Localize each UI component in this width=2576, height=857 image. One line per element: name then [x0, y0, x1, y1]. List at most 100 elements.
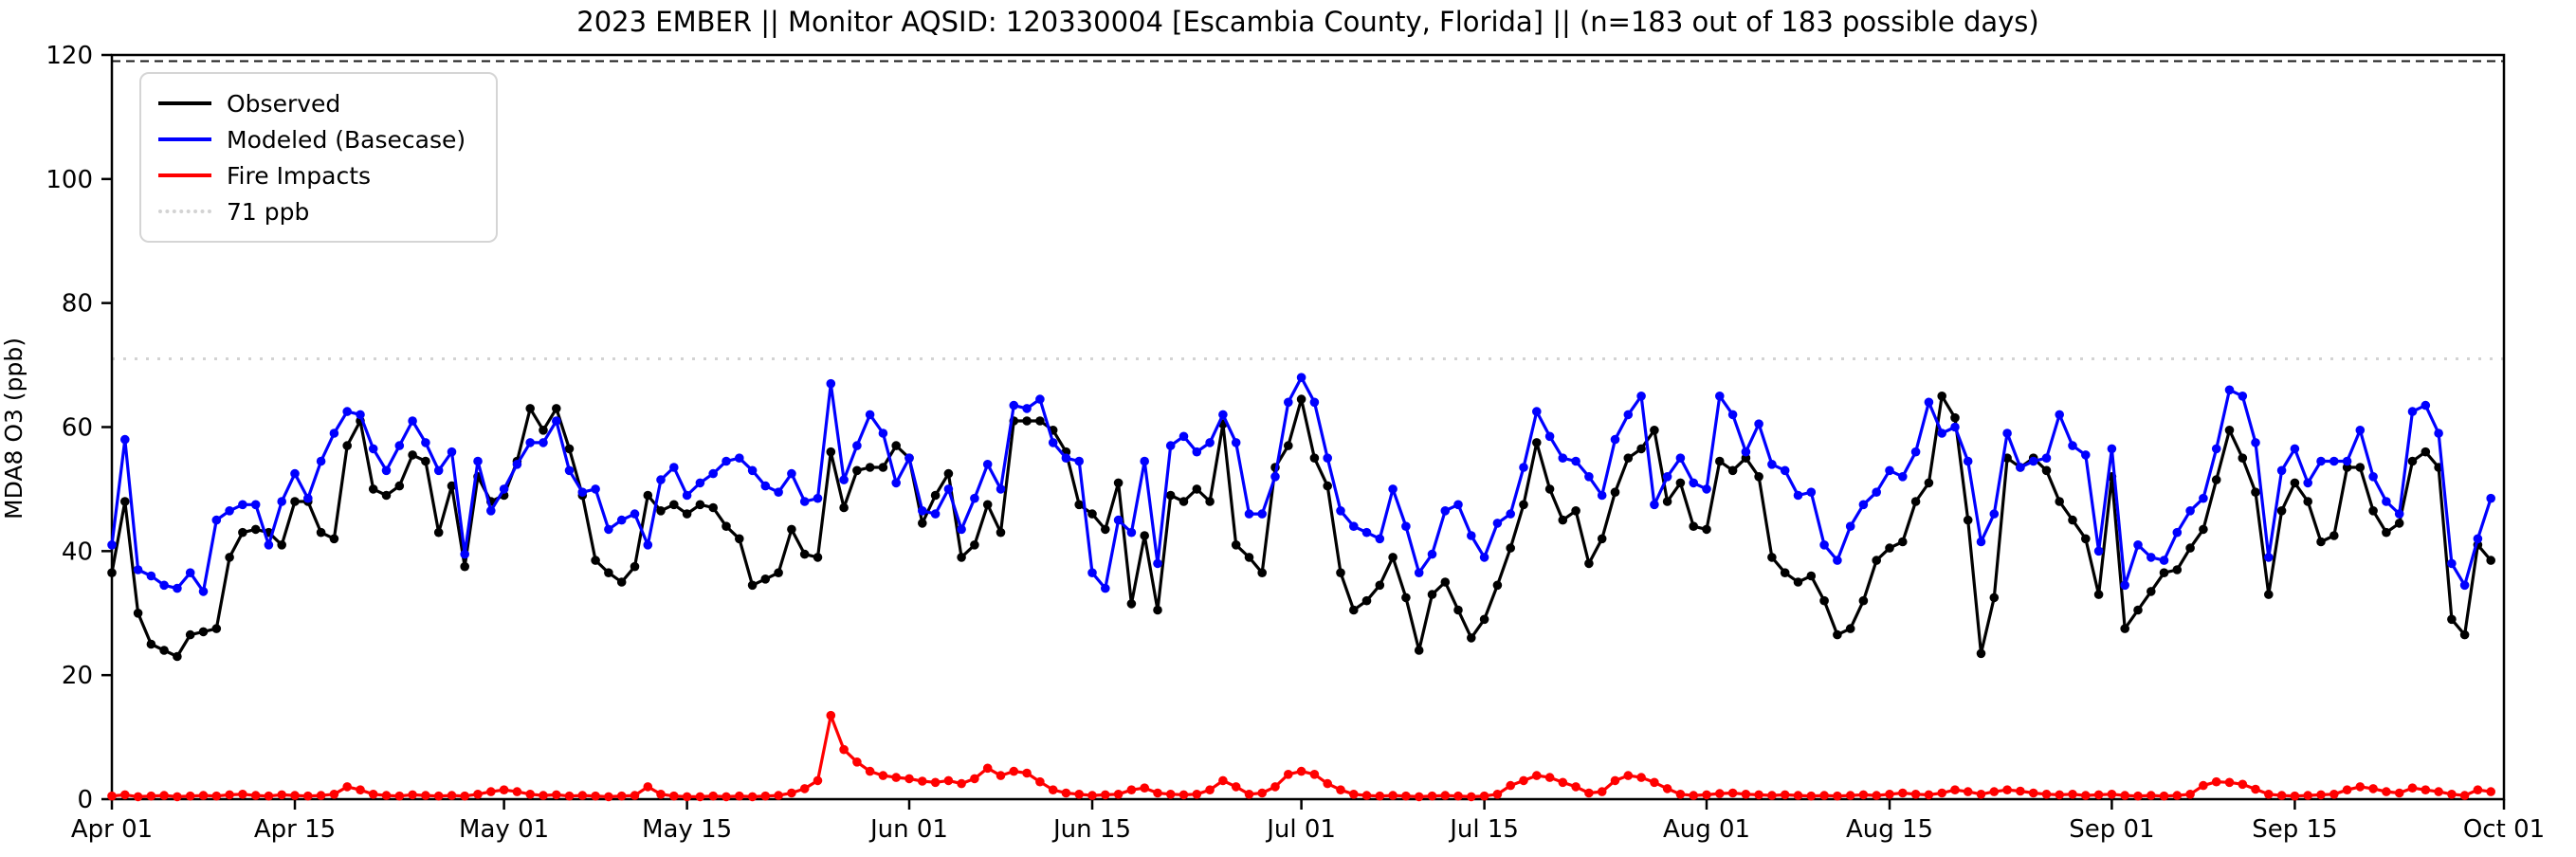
legend-item-0: Observed — [158, 85, 479, 121]
series-marker-modeled-basecase — [1910, 447, 1921, 457]
series-marker-observed — [342, 441, 353, 450]
series-marker-fire-impacts — [1087, 791, 1097, 800]
series-marker-observed — [1231, 540, 1241, 550]
series-marker-modeled-basecase — [1165, 441, 1176, 450]
series-marker-observed — [1858, 595, 1869, 606]
series-marker-modeled-basecase — [316, 456, 326, 466]
series-marker-observed — [316, 527, 326, 538]
x-tick-label: Sep 15 — [2252, 815, 2337, 844]
series-marker-modeled-basecase — [2002, 428, 2012, 438]
series-marker-fire-impacts — [1898, 788, 1908, 798]
y-tick-label: 0 — [77, 786, 93, 814]
x-tick-label: Jul 01 — [1265, 815, 1336, 844]
series-marker-fire-impacts — [616, 791, 627, 801]
series-marker-observed — [185, 629, 195, 640]
series-marker-fire-impacts — [1885, 790, 1894, 799]
series-marker-observed — [2185, 543, 2195, 553]
series-marker-modeled-basecase — [173, 583, 182, 593]
series-marker-fire-impacts — [1636, 773, 1646, 782]
series-marker-fire-impacts — [1035, 776, 1045, 787]
series-marker-modeled-basecase — [1924, 397, 1934, 408]
series-marker-modeled-basecase — [852, 441, 862, 450]
series-marker-fire-impacts — [1858, 790, 1869, 800]
series-marker-fire-impacts — [591, 791, 600, 801]
series-marker-fire-impacts — [604, 792, 613, 802]
series-marker-fire-impacts — [486, 787, 496, 796]
series-marker-observed — [238, 527, 247, 538]
series-marker-observed — [2407, 456, 2418, 466]
series-marker-modeled-basecase — [1754, 419, 1763, 429]
series-marker-observed — [552, 404, 561, 413]
series-marker-modeled-basecase — [2041, 453, 2052, 464]
series-marker-observed — [198, 627, 209, 637]
series-marker-modeled-basecase — [1989, 509, 2000, 519]
series-marker-observed — [133, 609, 143, 618]
series-marker-observed — [120, 497, 130, 506]
legend: Observed Modeled (Basecase) Fire Impacts 71… — [139, 72, 498, 243]
series-marker-observed — [1989, 593, 2000, 603]
series-marker-modeled-basecase — [1336, 506, 1345, 516]
series-marker-fire-impacts — [211, 791, 222, 801]
series-marker-modeled-basecase — [577, 487, 588, 497]
series-marker-modeled-basecase — [120, 434, 130, 445]
series-marker-modeled-basecase — [1793, 490, 1803, 501]
legend-swatch-icon — [158, 210, 211, 213]
series-marker-fire-impacts — [1519, 775, 1528, 786]
series-marker-modeled-basecase — [1270, 472, 1280, 482]
series-marker-modeled-basecase — [1571, 456, 1580, 466]
series-marker-fire-impacts — [2159, 791, 2169, 801]
series-marker-observed — [1388, 553, 1398, 562]
series-marker-modeled-basecase — [1244, 509, 1254, 519]
series-marker-modeled-basecase — [722, 456, 731, 466]
series-marker-modeled-basecase — [2368, 472, 2378, 482]
series-marker-fire-impacts — [120, 790, 130, 800]
series-marker-observed — [564, 444, 575, 454]
series-marker-fire-impacts — [891, 773, 901, 782]
series-marker-observed — [1506, 543, 1515, 553]
series-marker-modeled-basecase — [982, 460, 993, 469]
series-marker-modeled-basecase — [1584, 472, 1594, 482]
series-marker-modeled-basecase — [512, 460, 522, 469]
series-marker-observed — [2041, 465, 2052, 476]
series-marker-observed — [1309, 453, 1320, 464]
series-marker-observed — [1819, 595, 1829, 606]
series-marker-fire-impacts — [1440, 791, 1451, 800]
series-marker-modeled-basecase — [1178, 431, 1189, 442]
series-marker-fire-impacts — [2081, 791, 2091, 800]
series-marker-modeled-basecase — [1727, 410, 1738, 420]
series-marker-fire-impacts — [198, 791, 209, 800]
series-marker-modeled-basecase — [970, 493, 979, 503]
series-marker-modeled-basecase — [2224, 385, 2235, 395]
series-marker-modeled-basecase — [616, 515, 627, 525]
x-tick-label: Oct 01 — [2463, 815, 2545, 844]
series-marker-observed — [747, 580, 758, 591]
series-marker-observed — [669, 500, 679, 510]
series-marker-fire-impacts — [1101, 790, 1110, 800]
series-marker-fire-impacts — [2120, 791, 2129, 800]
series-marker-fire-impacts — [2068, 790, 2077, 799]
series-marker-fire-impacts — [2016, 786, 2025, 796]
series-marker-fire-impacts — [826, 710, 836, 720]
series-marker-modeled-basecase — [1544, 431, 1555, 442]
series-marker-observed — [787, 524, 796, 535]
series-marker-observed — [630, 561, 640, 572]
series-marker-observed — [1140, 531, 1149, 540]
series-marker-fire-impacts — [1323, 778, 1332, 789]
series-marker-modeled-basecase — [799, 497, 810, 506]
series-marker-modeled-basecase — [813, 493, 823, 503]
series-marker-fire-impacts — [146, 791, 156, 801]
series-marker-observed — [1101, 524, 1110, 535]
series-marker-fire-impacts — [787, 788, 796, 798]
legend-item-label: Observed — [227, 89, 341, 118]
series-marker-modeled-basecase — [2211, 444, 2221, 454]
series-marker-observed — [982, 500, 993, 510]
series-marker-modeled-basecase — [2068, 441, 2077, 450]
legend-item-1: Modeled (Basecase) — [158, 121, 479, 157]
series-marker-modeled-basecase — [2382, 497, 2391, 506]
series-marker-modeled-basecase — [525, 438, 535, 447]
series-marker-fire-impacts — [1584, 788, 1594, 798]
series-marker-modeled-basecase — [539, 438, 548, 447]
series-marker-fire-impacts — [2238, 779, 2248, 790]
series-marker-fire-impacts — [2224, 777, 2235, 788]
series-marker-modeled-basecase — [2238, 392, 2248, 401]
